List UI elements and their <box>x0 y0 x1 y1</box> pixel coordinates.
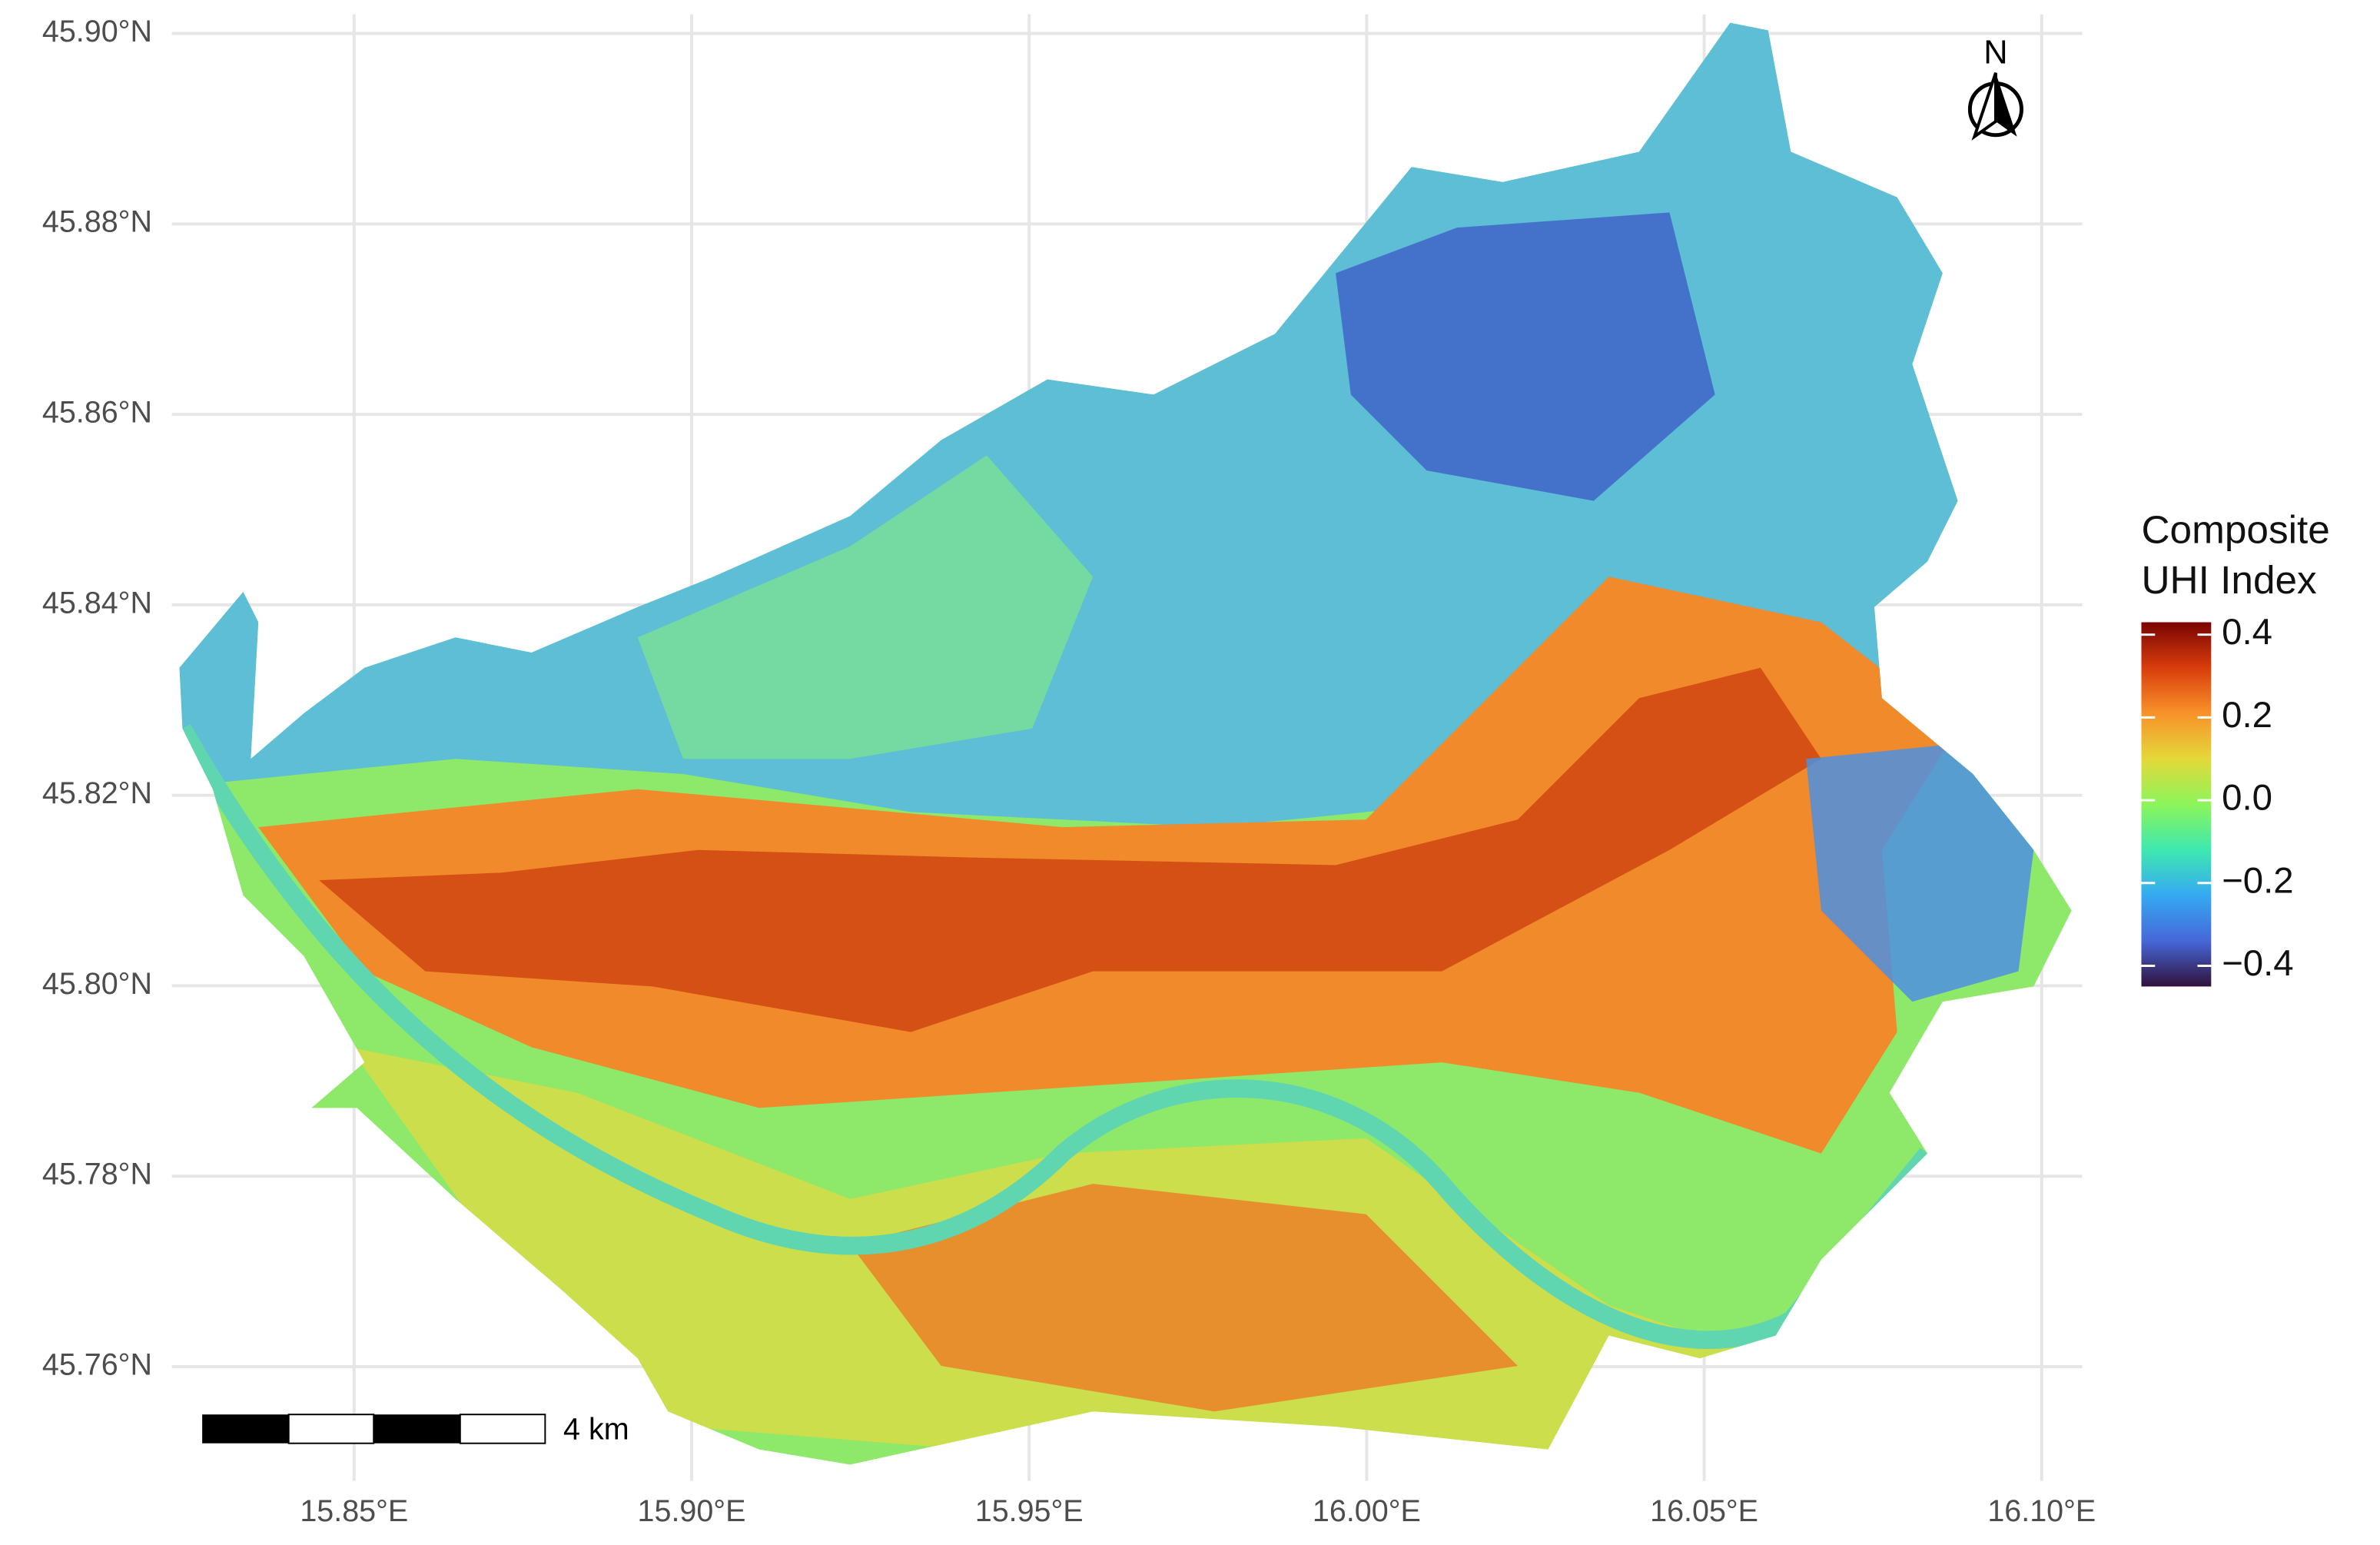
x-tick-label: 16.00°E <box>1313 1494 1421 1528</box>
scale-seg <box>202 1414 289 1444</box>
scale-label: 4 km <box>563 1412 629 1446</box>
scale-bar: 4 km <box>202 1412 629 1446</box>
raster-south-urban <box>850 1184 1518 1412</box>
raster-east <box>1806 743 2034 1002</box>
raster-core <box>319 667 1821 1032</box>
legend-title: UHI Index <box>2141 558 2317 602</box>
north-left <box>1971 72 1997 141</box>
y-tick-label: 45.86°N <box>42 396 152 430</box>
colorbar-label: −0.2 <box>2222 860 2294 901</box>
colorbar-label: −0.4 <box>2222 943 2294 984</box>
y-tick-label: 45.90°N <box>42 15 152 48</box>
x-tick-label: 16.05°E <box>1650 1494 1758 1528</box>
x-tick-label: 16.10°E <box>1987 1494 2096 1528</box>
y-tick-label: 45.78°N <box>42 1158 152 1191</box>
north-arrow: N <box>1967 35 2023 141</box>
y-tick-label: 45.84°N <box>42 586 152 620</box>
colorbar-label: 0.2 <box>2222 695 2272 736</box>
colorbar <box>2141 622 2212 987</box>
north-label: N <box>1983 35 2007 71</box>
colorbar-label: 0.0 <box>2222 778 2272 819</box>
legend: Composite UHI Index 0.4 0.2 0.0 −0.2 −0.4 <box>2141 508 2330 987</box>
y-tick-label: 45.88°N <box>42 205 152 239</box>
legend-title: Composite <box>2141 508 2329 552</box>
y-tick-label: 45.76°N <box>42 1347 152 1381</box>
x-tick-label: 15.85°E <box>300 1494 408 1528</box>
y-tick-label: 45.80°N <box>42 967 152 1001</box>
raster-slopes <box>637 455 1094 759</box>
uhi-raster <box>179 22 2072 1465</box>
axes: 15.85°E 15.90°E 15.95°E 16.00°E 16.05°E 16.10… <box>42 15 2096 1528</box>
x-tick-label: 15.95°E <box>975 1494 1084 1528</box>
y-tick-label: 45.82°N <box>42 776 152 810</box>
x-tick-label: 15.90°E <box>638 1494 746 1528</box>
scale-seg <box>373 1414 460 1444</box>
colorbar-label: 0.4 <box>2222 612 2272 653</box>
scale-seg <box>459 1414 546 1444</box>
scale-seg <box>287 1414 375 1444</box>
river <box>179 723 1935 1349</box>
raster-hills <box>1336 212 1715 501</box>
north-right <box>1995 72 2017 137</box>
